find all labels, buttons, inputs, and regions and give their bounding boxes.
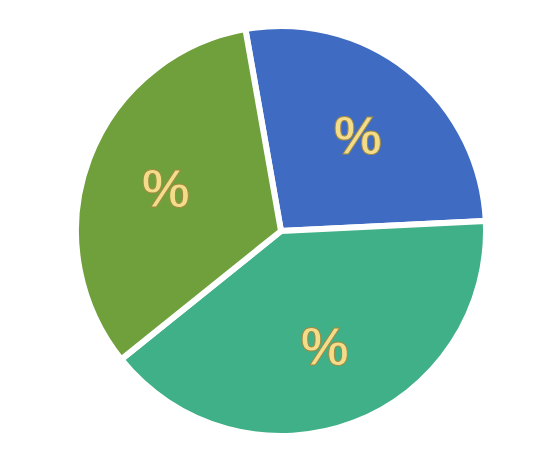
svg-text:%: % — [301, 316, 349, 376]
svg-text:%: % — [334, 105, 382, 165]
svg-text:%: % — [142, 158, 190, 218]
